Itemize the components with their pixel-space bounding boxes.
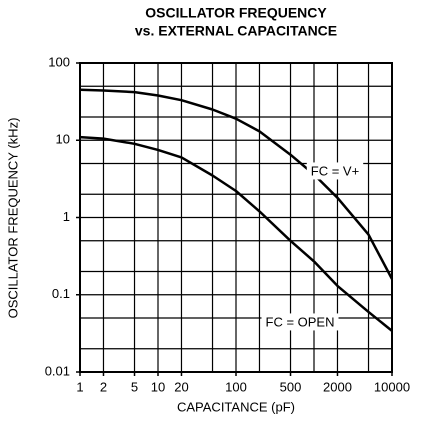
chart-title: vs. EXTERNAL CAPACITANCE [135,23,337,39]
x-tick-label: 500 [280,379,302,394]
y-tick-label: 100 [48,54,70,69]
x-tick-label: 100 [225,379,247,394]
y-tick-label: 0.01 [45,363,70,378]
x-tick-label: 10 [151,379,165,394]
x-tick-label: 10000 [374,379,410,394]
series-label-bg [261,313,339,331]
x-tick-label: 1 [76,379,83,394]
series-label: FC = OPEN [266,314,335,329]
x-tick-label: 20 [174,379,188,394]
y-tick-label: 10 [56,132,70,147]
x-tick-label: 2000 [323,379,352,394]
chart-title: OSCILLATOR FREQUENCY [145,5,327,21]
line-series [79,88,394,280]
y-tick-label: 1 [63,209,70,224]
x-tick-label: 5 [131,379,138,394]
line-series [79,135,393,332]
x-tick-label: 2 [100,379,107,394]
series-label: FC = V+ [311,163,359,178]
x-axis-label: CAPACITANCE (pF) [177,399,295,414]
series-label-bg [306,162,364,180]
y-axis-label: OSCILLATOR FREQUENCY (kHz) [5,118,20,319]
y-tick-label: 0.1 [52,286,70,301]
